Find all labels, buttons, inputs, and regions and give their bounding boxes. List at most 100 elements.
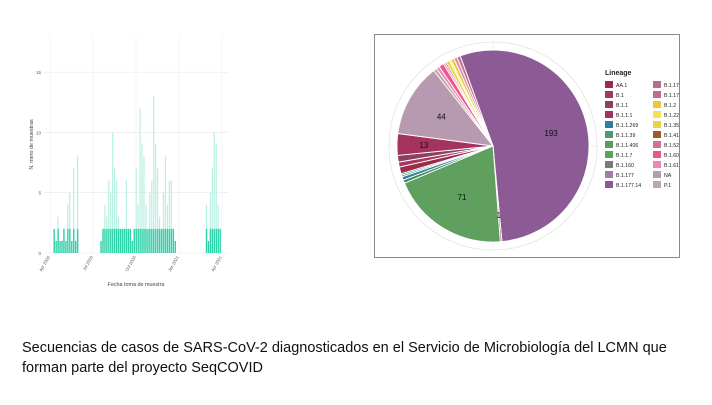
legend-swatch <box>605 151 613 158</box>
bar-fill <box>164 228 167 253</box>
bar-fill <box>67 228 69 253</box>
bar <box>108 180 110 253</box>
bar-fill <box>115 228 118 253</box>
legend-label: B.1.610 <box>664 163 680 169</box>
y-tick-label: 5 <box>38 191 41 196</box>
bar <box>215 144 217 253</box>
legend-swatch <box>653 121 661 128</box>
bar-fill <box>213 228 216 253</box>
bar-fill <box>170 228 173 253</box>
bar <box>149 192 151 253</box>
legend-swatch <box>653 111 661 118</box>
pie-slice <box>403 145 501 243</box>
bar <box>168 180 170 253</box>
legend-label: B.1.1.7 <box>616 153 633 159</box>
bar-fill <box>162 228 165 253</box>
bar-fill <box>143 228 145 253</box>
x-tick-label: Apr 2020 <box>38 254 51 272</box>
bar-fill <box>209 228 212 253</box>
pie-slice <box>397 69 495 147</box>
bar-fill <box>139 228 141 253</box>
bar-fill <box>106 228 108 253</box>
bar <box>125 180 127 253</box>
x-tick-label: Jul 2020 <box>82 254 95 271</box>
caption-line-1: Secuencias de casos de SARS-CoV-2 diagno… <box>22 340 667 356</box>
legend-swatch <box>653 181 661 188</box>
bar-fill <box>104 228 106 253</box>
x-axis-title: Fecha toma de muestra <box>108 282 165 288</box>
bar-fill <box>63 228 65 253</box>
legend-label: NA <box>664 173 672 179</box>
legend-swatch <box>605 181 613 188</box>
bar-fill <box>61 240 63 253</box>
legend-swatch <box>605 161 613 168</box>
bar <box>164 156 167 253</box>
legend-label: B.1.2 <box>664 103 676 109</box>
caption-line-2: forman parte del proyecto SeqCOVID <box>22 360 263 376</box>
bar-fill <box>110 228 112 253</box>
bar-fill <box>100 240 102 253</box>
bar-fill <box>55 240 57 253</box>
legend-swatch <box>653 171 661 178</box>
bar <box>213 132 215 253</box>
pie-slice-label: 71 <box>458 193 467 202</box>
legend-label: AA.1 <box>616 83 627 89</box>
legend-label: B.1.1.1 <box>616 113 633 119</box>
legend-label: B.1 <box>616 93 624 99</box>
bar <box>157 168 159 253</box>
legend-label: B.1.177 <box>616 173 634 179</box>
bar <box>143 156 145 253</box>
pie-slice-label: 44 <box>437 113 446 122</box>
bar <box>112 132 114 253</box>
legend-label: B.1.600 <box>664 153 680 159</box>
bar <box>153 96 155 254</box>
bar-fill <box>166 228 169 253</box>
bar-fill <box>155 228 157 253</box>
bar-fill <box>74 240 77 253</box>
bar-fill <box>215 228 217 253</box>
bar <box>139 108 141 253</box>
x-tick-label: Apr 2021 <box>210 254 223 272</box>
legend-label: B.1.525 <box>664 143 680 149</box>
bar-fill <box>73 228 75 253</box>
bar-fill <box>147 228 149 253</box>
bar <box>115 180 118 253</box>
legend-swatch <box>605 81 613 88</box>
bar <box>76 156 79 253</box>
bar-fill <box>151 228 153 253</box>
bar-fill <box>117 228 120 253</box>
bar-fill <box>149 228 151 253</box>
legend-title: Lineage <box>605 70 632 77</box>
bar-fill <box>157 228 159 253</box>
bar-fill <box>207 240 210 253</box>
bar-fill <box>125 228 128 253</box>
bar <box>209 192 211 253</box>
bar <box>151 180 153 253</box>
bar-fill <box>102 228 104 253</box>
bar-fill <box>145 228 147 253</box>
legend-label: B.1.351 <box>664 123 680 129</box>
x-tick-label: Jan 2021 <box>167 254 180 272</box>
legend-swatch <box>605 91 613 98</box>
bar-fill <box>59 240 61 253</box>
bar-fill <box>129 228 132 253</box>
bar <box>155 144 157 253</box>
bar-fill <box>76 228 79 253</box>
bar-fill <box>112 228 114 253</box>
legend-swatch <box>653 141 661 148</box>
bar-fill <box>205 228 208 253</box>
bar-fill <box>135 228 137 253</box>
bar-chart: 0 5 10 15 Apr 2020 Jul 2020 Oct 2020 Jan 2021 Ap… <box>29 36 228 288</box>
bar <box>162 192 165 253</box>
legend-swatch <box>653 91 661 98</box>
bar <box>141 144 143 253</box>
bar-fill <box>69 228 71 253</box>
legend-swatch <box>653 161 661 168</box>
legend-swatch <box>653 131 661 138</box>
bar <box>73 168 75 253</box>
bar-fill <box>174 240 176 253</box>
legend-label: B.1.177.29 <box>664 83 680 89</box>
bar <box>114 168 116 253</box>
caption: Secuencias de casos de SARS-CoV-2 diagno… <box>22 338 692 378</box>
bar-fill <box>108 228 110 253</box>
